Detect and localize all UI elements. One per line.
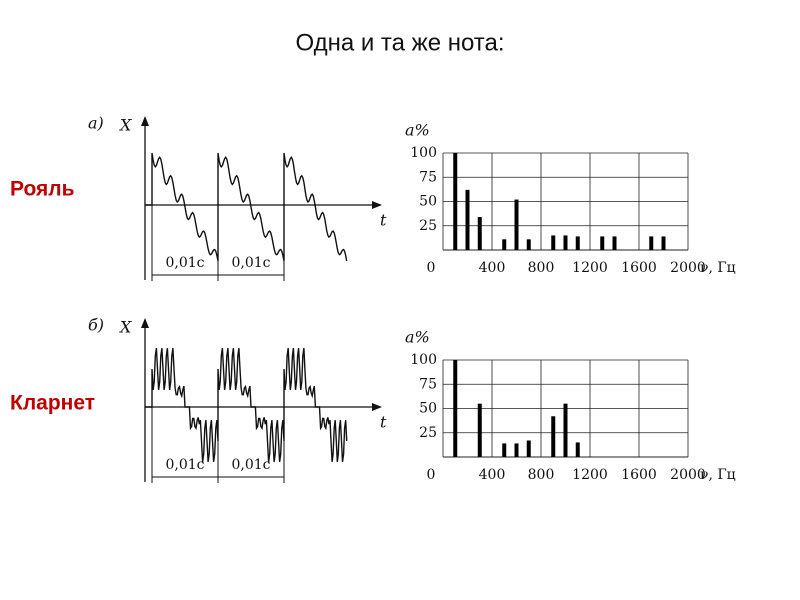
bar bbox=[477, 217, 482, 250]
bar bbox=[465, 189, 470, 250]
instrument-label: Рояль bbox=[10, 178, 75, 201]
x-tick-label: 2000 bbox=[670, 467, 706, 483]
bar bbox=[502, 239, 507, 250]
bar bbox=[575, 442, 580, 457]
axis-label: t bbox=[380, 413, 387, 432]
y-tick-label: 50 bbox=[419, 194, 437, 210]
y-tick-label: 25 bbox=[419, 218, 437, 234]
bar bbox=[563, 235, 568, 250]
x-tick-label: 1200 bbox=[572, 260, 608, 276]
waveform bbox=[145, 348, 348, 462]
arrow bbox=[372, 201, 382, 209]
bar bbox=[514, 199, 519, 250]
bar bbox=[551, 235, 556, 250]
bar bbox=[575, 236, 580, 250]
arrow bbox=[141, 116, 149, 126]
arrow bbox=[141, 318, 149, 328]
instrument-label: Кларнет bbox=[10, 392, 95, 415]
bar bbox=[612, 236, 617, 250]
y-axis-label: a% bbox=[405, 121, 430, 140]
x-tick-label: 400 bbox=[479, 467, 506, 483]
bar bbox=[649, 236, 654, 250]
arrow bbox=[372, 403, 382, 411]
x-tick-label: 800 bbox=[528, 467, 555, 483]
x-tick-label: 2000 bbox=[670, 260, 706, 276]
x-tick-label: 1600 bbox=[621, 467, 657, 483]
x-axis-label: ν, Гц bbox=[700, 467, 736, 483]
x-tick-label: 0 bbox=[427, 467, 436, 483]
x-tick-label: 0 bbox=[427, 260, 436, 276]
period-label: 0,01с bbox=[165, 457, 204, 473]
x-tick-label: 1200 bbox=[572, 467, 608, 483]
bar bbox=[453, 360, 458, 457]
period-label: 0,01с bbox=[165, 255, 204, 271]
y-tick-label: 100 bbox=[410, 352, 437, 368]
waveform bbox=[145, 152, 348, 262]
panel-label: а) bbox=[88, 114, 104, 133]
bar bbox=[477, 403, 482, 457]
axis-label: X bbox=[118, 116, 132, 135]
x-tick-label: 800 bbox=[528, 260, 555, 276]
bar bbox=[453, 153, 458, 250]
bar bbox=[563, 403, 568, 457]
bar bbox=[600, 236, 605, 250]
y-axis-label: a% bbox=[405, 328, 430, 347]
slide-title: Одна и та же нота: bbox=[295, 29, 504, 56]
x-axis-label: ν, Гц bbox=[700, 260, 736, 276]
bar bbox=[526, 440, 531, 457]
x-tick-label: 1600 bbox=[621, 260, 657, 276]
x-tick-label: 400 bbox=[479, 260, 506, 276]
bar bbox=[551, 416, 556, 457]
y-tick-label: 75 bbox=[419, 376, 437, 392]
bar bbox=[502, 443, 507, 457]
y-tick-label: 100 bbox=[410, 145, 437, 161]
y-tick-label: 75 bbox=[419, 169, 437, 185]
axis-label: t bbox=[380, 211, 387, 230]
bar bbox=[661, 236, 666, 250]
period-label: 0,01с bbox=[231, 457, 270, 473]
bar bbox=[514, 443, 519, 457]
period-label: 0,01с bbox=[231, 255, 270, 271]
bar bbox=[526, 239, 531, 250]
axis-label: X bbox=[118, 318, 132, 337]
panel-label: б) bbox=[88, 316, 104, 335]
y-tick-label: 50 bbox=[419, 401, 437, 417]
y-tick-label: 25 bbox=[419, 425, 437, 441]
